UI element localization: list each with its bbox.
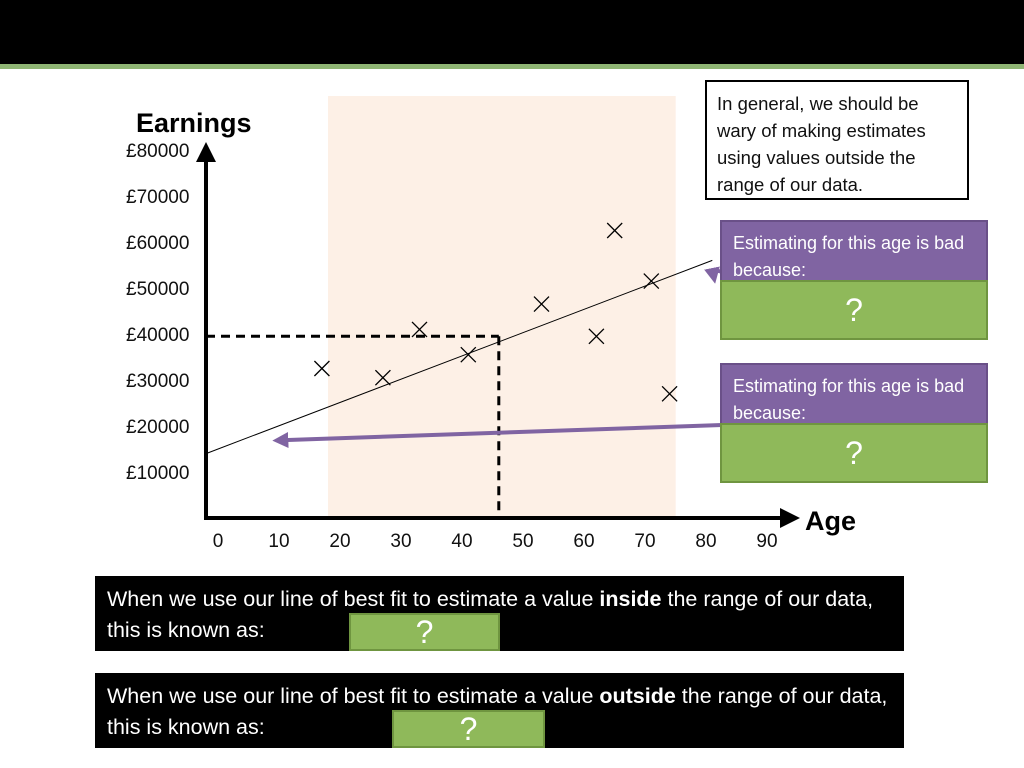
question-text-end: the range of our data, this is known as: (107, 684, 888, 739)
y-tick-label: £70000 (126, 187, 189, 208)
x-tick-label: 60 (573, 531, 594, 552)
y-tick-label: £20000 (126, 417, 189, 438)
estimate-heading: Estimating for this age is bad because: (720, 363, 988, 425)
data-point (460, 346, 477, 363)
data-point (606, 222, 623, 239)
y-tick-label: £60000 (126, 233, 189, 254)
x-tick-label: 40 (451, 531, 472, 552)
estimate-answer-reveal[interactable]: ? (720, 280, 988, 340)
data-point (374, 369, 391, 386)
data-point (411, 321, 428, 338)
note-text: In general, we should be wary of making … (717, 93, 926, 195)
x-axis-title: Age (805, 506, 856, 536)
x-tick-label: 90 (756, 531, 777, 552)
x-tick-label: 30 (390, 531, 411, 552)
estimate-box-low-age: Estimating for this age is bad because: … (720, 363, 988, 483)
x-tick-label: 80 (695, 531, 716, 552)
interpolation-answer-reveal[interactable]: ? (349, 613, 500, 651)
y-tick-labels: £10000 £20000 £30000 £40000 £50000 £60000 £700… (126, 141, 189, 484)
question-keyword: outside (599, 684, 676, 708)
extrapolation-answer-reveal[interactable]: ? (392, 710, 545, 748)
x-tick-label: 0 (213, 531, 224, 552)
x-tick-label: 10 (268, 531, 289, 552)
title-bar-stripe (0, 64, 1024, 69)
data-point (643, 273, 660, 290)
arrow-to-low-age (272, 423, 723, 449)
question-text-start: When we use our line of best fit to esti… (107, 684, 600, 708)
title-bar (0, 0, 1024, 64)
data-points (313, 222, 678, 402)
data-point (661, 385, 678, 402)
question-keyword: inside (599, 587, 662, 611)
estimate-answer-reveal[interactable]: ? (720, 423, 988, 483)
y-tick-label: £30000 (126, 371, 189, 392)
estimate-heading: Estimating for this age is bad because: (720, 220, 988, 282)
data-range-shading (328, 96, 676, 518)
y-tick-label: £10000 (126, 463, 189, 484)
estimate-box-high-age: Estimating for this age is bad because: … (720, 220, 988, 340)
y-tick-label: £40000 (126, 325, 189, 346)
line-of-best-fit (205, 259, 713, 455)
question-text-start: When we use our line of best fit to esti… (107, 587, 600, 611)
data-point (313, 360, 330, 377)
note-box: In general, we should be wary of making … (705, 80, 969, 200)
x-tick-label: 20 (329, 531, 350, 552)
x-tick-label: 50 (512, 531, 533, 552)
question-interpolation: When we use our line of best fit to esti… (95, 576, 904, 651)
question-text-end: the range of our data, this is known as: (107, 587, 874, 642)
x-tick-labels: 0 10 20 30 40 50 60 70 80 90 (213, 531, 778, 552)
y-axis-title: Earnings (136, 108, 252, 138)
data-point (533, 296, 550, 313)
x-tick-label: 70 (634, 531, 655, 552)
data-point (588, 328, 605, 345)
y-tick-label: £50000 (126, 279, 189, 300)
y-tick-label: £80000 (126, 141, 189, 162)
